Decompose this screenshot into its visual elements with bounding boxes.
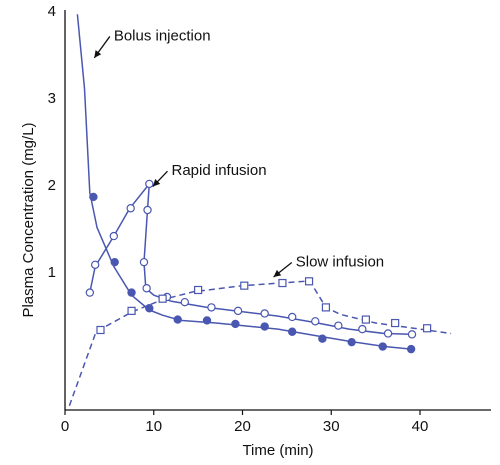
data-point [288,312,297,322]
data-point [139,257,149,267]
data-point [127,306,136,315]
data-point [180,297,190,307]
y-tick-label: 3 [48,90,56,107]
y-tick-label: 2 [48,177,56,194]
data-point [383,329,393,338]
data-point [233,306,243,316]
y-tick-label: 1 [48,264,56,281]
data-point [334,321,343,330]
data-point [145,304,154,313]
data-point [423,324,432,333]
data-point [194,285,203,295]
data-point [143,205,152,215]
data-point [207,303,216,312]
data-point [96,325,105,335]
x-tick-label: 30 [323,418,340,435]
annotation-label: Rapid infusion [172,162,267,179]
data-point [391,318,400,328]
series-layer [68,14,452,406]
arrowhead [273,269,282,277]
data-point [378,342,387,351]
x-tick-label: 10 [145,418,162,435]
series-line [68,280,452,406]
data-point [311,317,320,326]
annotation-layer: Bolus injection Rapid infusion Slow infusi… [93,27,384,278]
y-tick-label: 4 [48,3,56,20]
data-point [260,309,269,318]
ticks: 0 10 20 30 40 1 2 3 4 [48,3,429,435]
y-axis-label: Plasma Concentration (mg/L) [20,122,37,317]
data-point [358,324,367,334]
data-point [407,330,417,339]
data-point [347,337,356,347]
annotation: Rapid infusion [152,162,267,187]
data-point [90,260,100,269]
data-point [260,322,269,331]
annotation-label: Slow infusion [296,254,384,271]
data-point [89,192,98,202]
data-point [127,288,136,297]
data-point [142,284,151,293]
x-tick-label: 20 [234,418,251,435]
series-line [76,14,412,350]
data-point [321,303,331,312]
data-point [110,257,119,267]
arrowhead [152,179,161,187]
data-point [288,327,297,336]
data-point [109,231,119,241]
data-point [231,319,240,329]
data-point [145,179,154,189]
arrowhead [94,50,102,58]
data-point [406,344,416,354]
data-point [278,278,287,288]
data-point [85,288,95,297]
series-line [89,183,412,336]
data-point [158,294,167,303]
data-point [240,281,249,290]
series-0 [76,14,416,354]
data-point [304,277,314,286]
data-point [318,334,327,343]
series-2 [68,277,452,406]
data-point [173,315,182,324]
data-point [361,315,370,324]
annotation-label: Bolus injection [114,27,211,44]
annotation: Bolus injection [93,27,211,59]
annotation: Slow infusion [273,254,384,278]
data-point [126,204,135,213]
x-tick-label: 40 [412,418,429,435]
x-tick-label: 0 [61,418,69,435]
data-point [202,316,212,325]
series-1 [85,179,417,339]
x-axis-label: Time (min) [242,442,313,459]
